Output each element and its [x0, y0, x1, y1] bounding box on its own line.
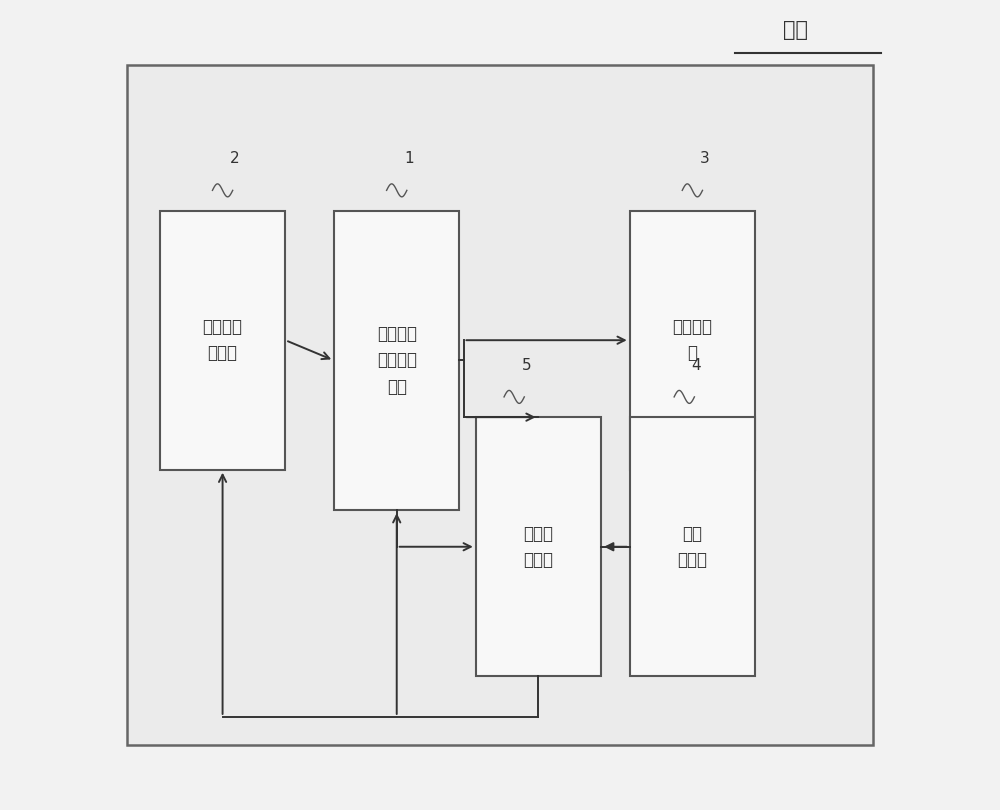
Text: 数字逻
辑单元: 数字逻 辑单元: [523, 525, 553, 569]
Bar: [334, 211, 459, 510]
Bar: [630, 211, 755, 470]
Text: 电源电压
低压检测
电路: 电源电压 低压检测 电路: [377, 325, 417, 396]
Bar: [160, 211, 285, 470]
Text: 5: 5: [522, 357, 531, 373]
Text: 随机
存储器: 随机 存储器: [677, 525, 707, 569]
Bar: [630, 417, 755, 676]
Bar: [476, 417, 601, 676]
Text: 芯片: 芯片: [783, 20, 808, 40]
Text: 3: 3: [700, 151, 709, 166]
Text: 1: 1: [404, 151, 414, 166]
Text: 2: 2: [230, 151, 240, 166]
Bar: [127, 65, 873, 745]
Text: 程序存储
器: 程序存储 器: [672, 318, 712, 362]
Text: 4: 4: [692, 357, 701, 373]
Text: 基准参考
源电路: 基准参考 源电路: [203, 318, 243, 362]
